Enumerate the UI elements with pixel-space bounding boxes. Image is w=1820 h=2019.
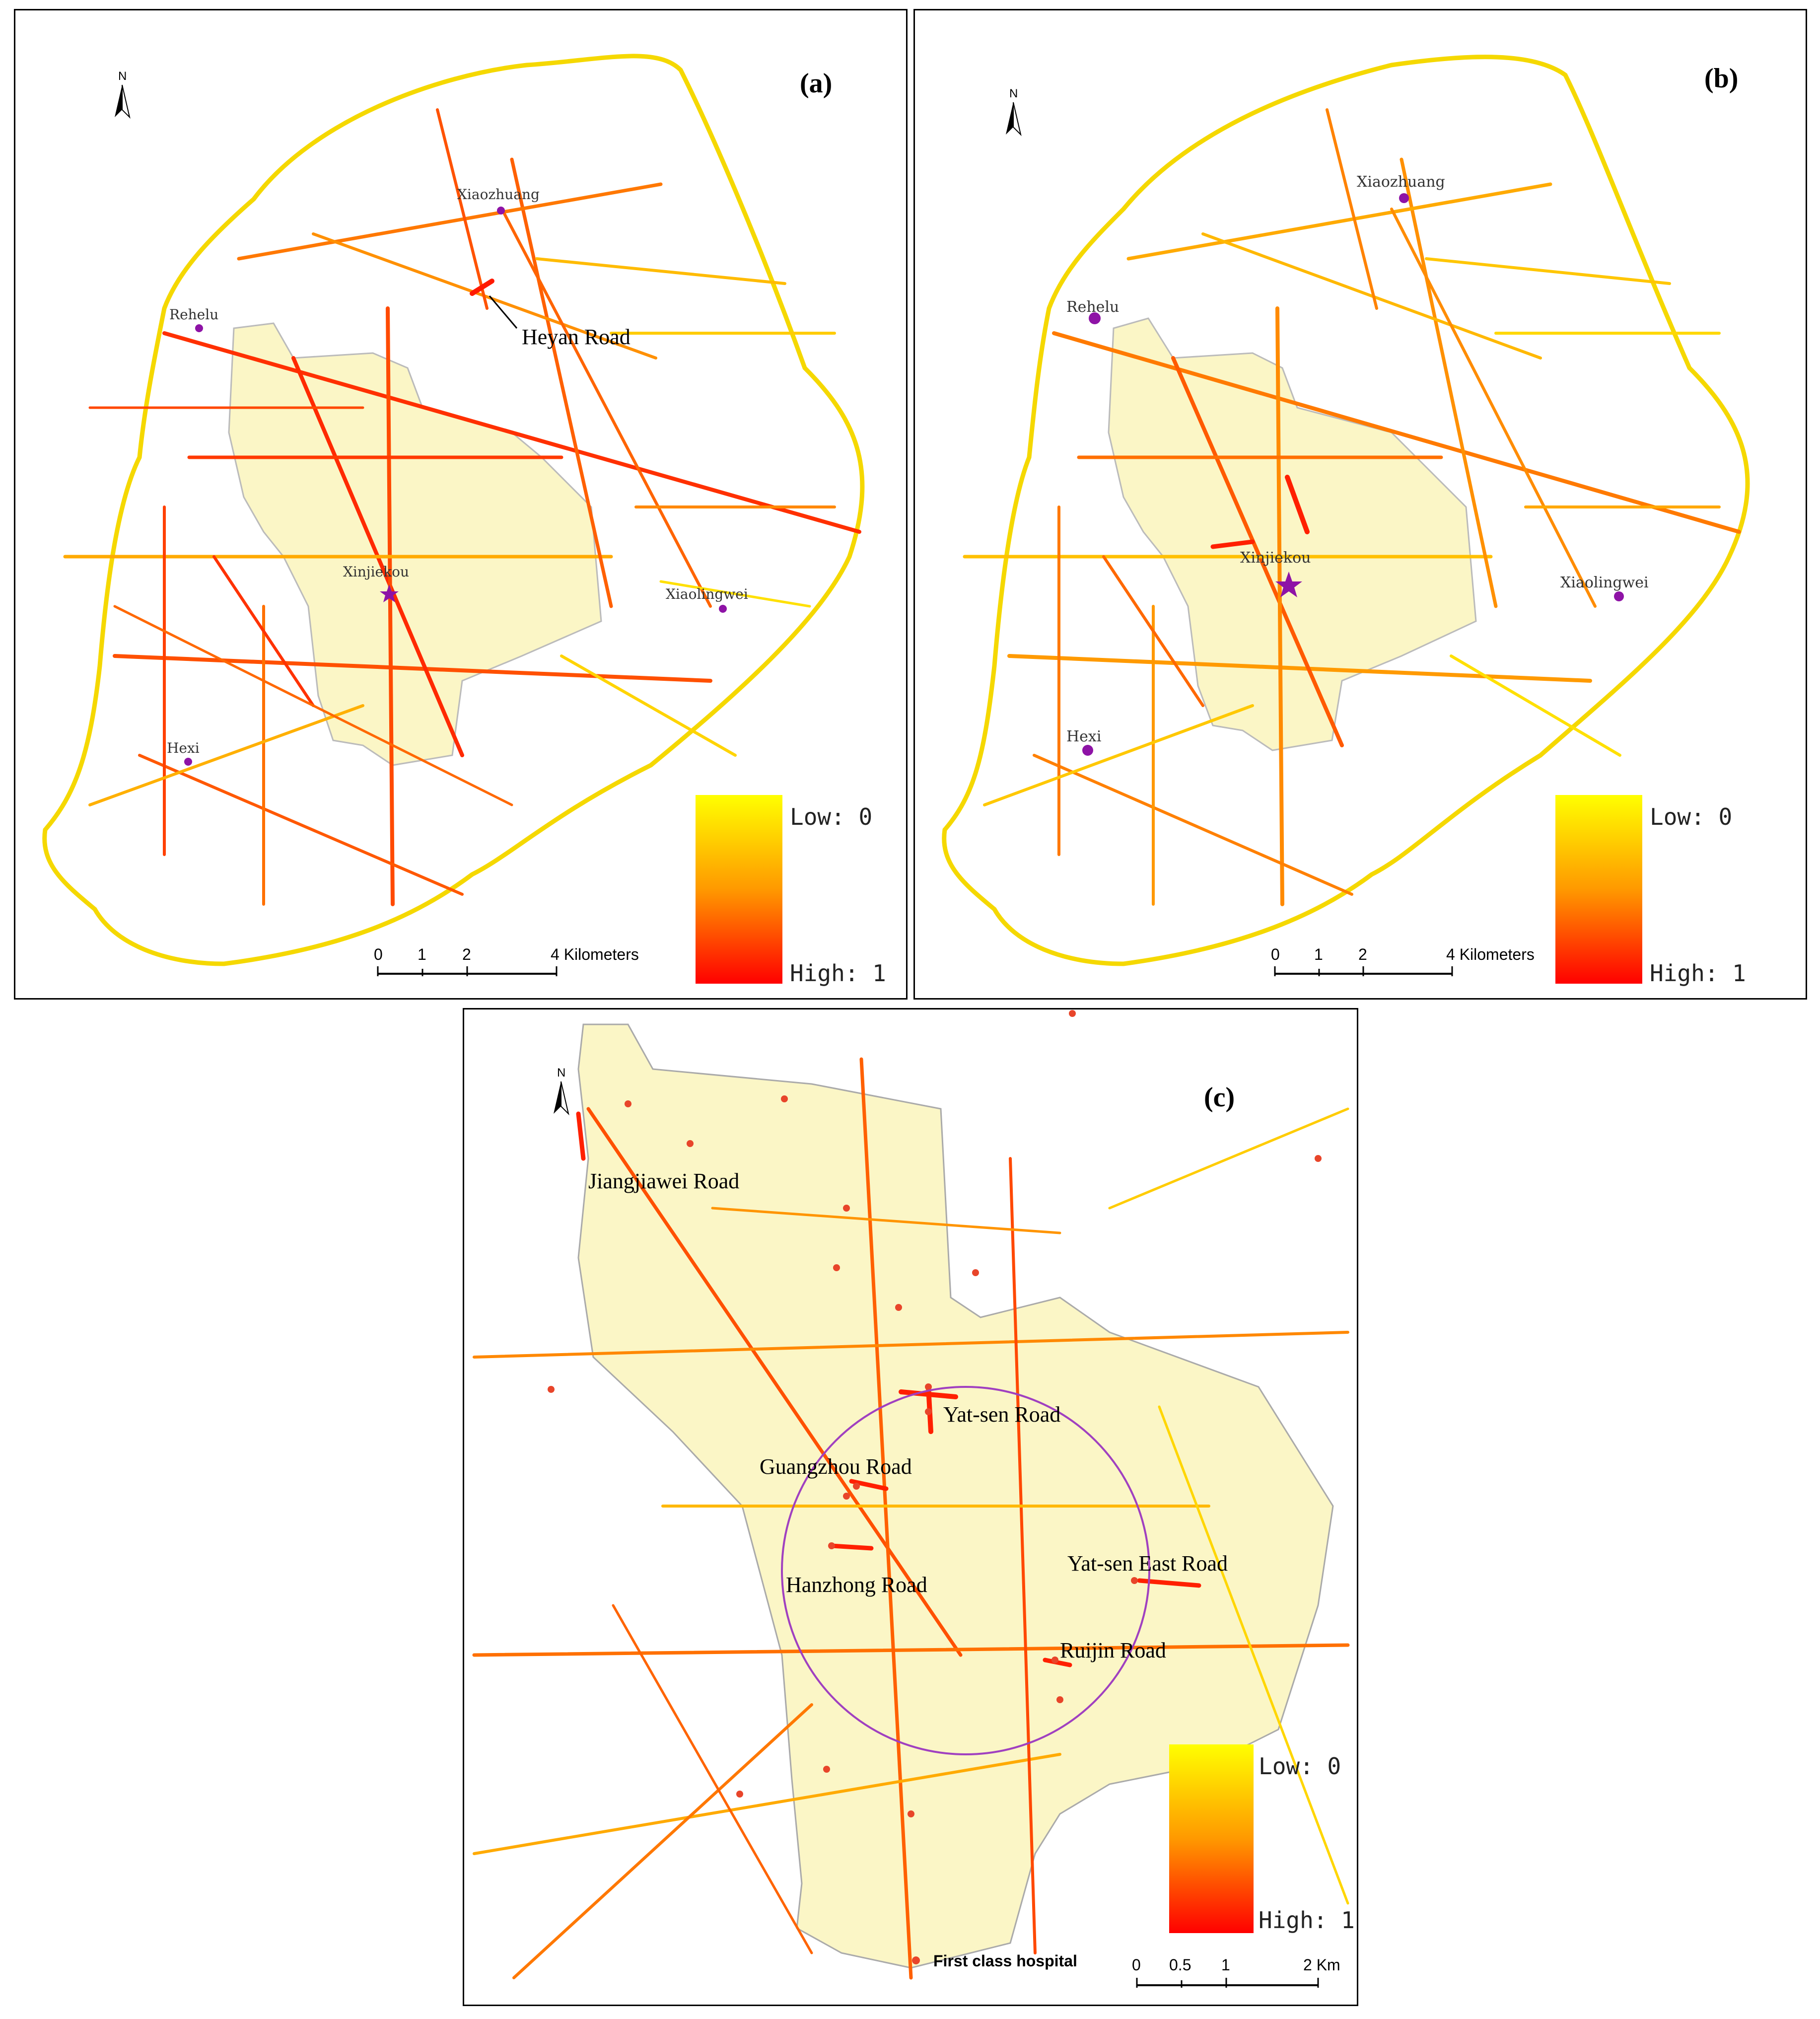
panel-label-c: (c) <box>1204 1082 1235 1113</box>
heyan-road-leader <box>489 295 518 329</box>
marker-rehelu <box>1089 312 1101 324</box>
marker-hexi <box>184 758 192 766</box>
scalebar-tick-05: 0.5 <box>1169 1956 1191 1974</box>
north-arrow-icon: N <box>115 70 131 119</box>
marker-xiaolingwei <box>719 605 727 613</box>
legend-high-c: High: 1 <box>1259 1907 1355 1934</box>
marker-xinjiekou-star <box>1275 572 1302 597</box>
road-label-heyan: Heyan Road <box>522 325 630 349</box>
panel-label-a: (a) <box>800 68 832 99</box>
place-markers-a <box>184 207 727 766</box>
scalebar-b: 0 1 2 4 Kilometers <box>1271 945 1535 976</box>
marker-rehelu <box>195 324 203 332</box>
place-label-xiaozhuang: Xiaozhuang <box>457 186 540 203</box>
hospital-legend-icon <box>912 1956 920 1964</box>
panel-label-b: (b) <box>1704 63 1738 94</box>
map-b-canvas: Xiaozhuang Rehelu Xinjiekou Xiaolingwei … <box>942 55 1750 987</box>
road-label-ruijin: Ruijin Road <box>1060 1638 1166 1662</box>
hospital-markers <box>548 1010 1322 1817</box>
legend-low-a: Low: 0 <box>790 803 872 830</box>
road-network-a <box>63 108 861 906</box>
scalebar-tick-1: 1 <box>1221 1956 1230 1974</box>
scalebar-tick-4: 4 Kilometers <box>1446 945 1535 963</box>
place-label-rehelu: Rehelu <box>169 306 218 323</box>
road-label-yat-sen: Yat-sen Road <box>943 1402 1060 1427</box>
north-label-c: N <box>557 1066 565 1080</box>
scalebar-tick-0: 0 <box>374 945 383 963</box>
map-a-canvas: Xiaozhuang Rehelu Xinjiekou Xiaolingwei … <box>42 54 886 987</box>
map-panel-a: Xiaozhuang Rehelu Xinjiekou Xiaolingwei … <box>14 9 908 1000</box>
place-markers-b <box>1082 193 1624 756</box>
marker-xinjiekou-star <box>380 584 399 602</box>
scalebar-tick-0: 0 <box>1132 1956 1141 1974</box>
scalebar-tick-4: 4 Kilometers <box>551 945 639 963</box>
north-label-a: N <box>118 70 127 83</box>
scalebar-tick-2: 2 Km <box>1303 1956 1340 1974</box>
marker-xiaolingwei <box>1614 591 1624 601</box>
road-network-b <box>963 108 1741 906</box>
scalebar-tick-1: 1 <box>1314 945 1323 963</box>
scalebar-tick-2: 2 <box>1358 945 1367 963</box>
map-panel-b: Xiaozhuang Rehelu Xinjiekou Xiaolingwei … <box>913 9 1807 1000</box>
place-label-hexi: Hexi <box>1066 728 1101 745</box>
place-label-rehelu: Rehelu <box>1066 298 1119 316</box>
legend-low-b: Low: 0 <box>1650 803 1732 830</box>
scalebar-tick-1: 1 <box>418 945 426 963</box>
legend-high-a: High: 1 <box>790 960 886 987</box>
scalebar-tick-0: 0 <box>1271 945 1280 963</box>
road-label-jiangjiawei: Jiangjiawei Road <box>588 1169 739 1193</box>
influence-circle <box>781 1386 1150 1755</box>
legend-gradient-c <box>1169 1744 1254 1933</box>
north-arrow-icon: N <box>1006 87 1022 137</box>
place-label-xinjiekou: Xinjiekou <box>1240 549 1311 567</box>
place-label-xiaolingwei: Xiaolingwei <box>1560 574 1649 591</box>
road-label-hanzhong: Hanzhong Road <box>786 1573 927 1597</box>
map-c-canvas: Jiangjiawei Road Yat-sen Road Guangzhou … <box>472 1010 1355 1988</box>
road-label-yat-sen-east: Yat-sen East Road <box>1067 1551 1228 1576</box>
road-label-guangzhou: Guangzhou Road <box>760 1454 912 1479</box>
scalebar-a: 0 1 2 4 Kilometers <box>374 945 639 976</box>
map-panel-c: Jiangjiawei Road Yat-sen Road Guangzhou … <box>463 1008 1358 2006</box>
legend-high-b: High: 1 <box>1650 960 1746 987</box>
road-network-c <box>472 1057 1350 1980</box>
legend-gradient-b <box>1555 795 1642 984</box>
marker-xiaozhuang <box>1399 193 1409 203</box>
place-label-hexi: Hexi <box>167 740 200 756</box>
central-district-area <box>1108 317 1477 751</box>
scalebar-tick-2: 2 <box>462 945 471 963</box>
marker-xiaozhuang <box>497 207 505 215</box>
central-district-area <box>228 322 602 766</box>
marker-hexi <box>1082 745 1093 756</box>
scalebar-c: 0 0.5 1 2 Km <box>1132 1956 1340 1988</box>
north-label-b: N <box>1009 87 1018 100</box>
place-label-xiaolingwei: Xiaolingwei <box>666 586 748 602</box>
place-label-xinjiekou: Xinjiekou <box>343 564 409 580</box>
central-district-area <box>577 1023 1334 1969</box>
north-arrow-icon: N <box>554 1066 569 1116</box>
legend-low-c: Low: 0 <box>1259 1753 1341 1780</box>
legend-gradient-a <box>696 795 782 984</box>
hospital-legend-label: First class hospital <box>933 1952 1077 1970</box>
outer-road <box>42 54 865 966</box>
place-label-xiaozhuang: Xiaozhuang <box>1357 173 1445 191</box>
